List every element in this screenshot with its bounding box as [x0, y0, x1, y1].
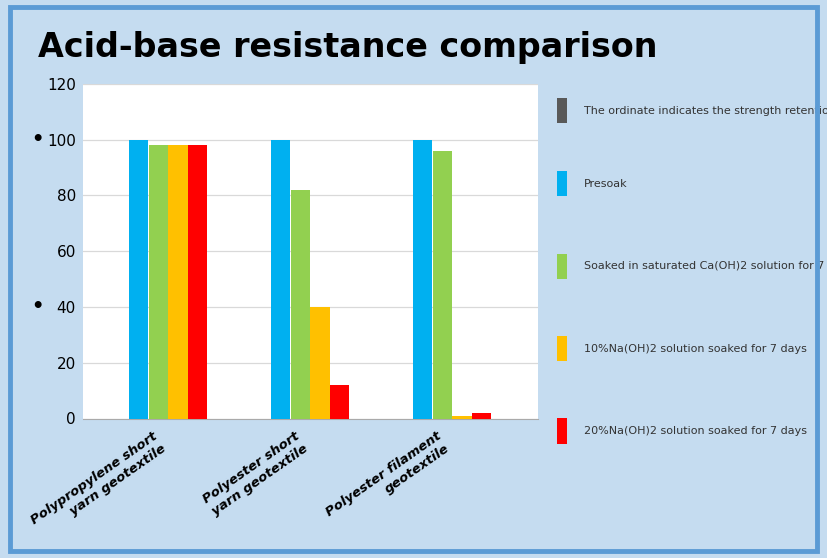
Text: 10%Na(OH)2 solution soaked for 7 days: 10%Na(OH)2 solution soaked for 7 days [584, 344, 806, 354]
Bar [413, 140, 433, 418]
Text: 20%Na(OH)2 solution soaked for 7 days: 20%Na(OH)2 solution soaked for 7 days [584, 426, 806, 436]
Bar [557, 336, 567, 361]
Bar [291, 190, 310, 418]
Text: The ordinate indicates the strength retention rate: The ordinate indicates the strength rete… [584, 105, 827, 116]
Text: •: • [31, 297, 43, 316]
Bar [188, 145, 208, 418]
Bar [557, 98, 567, 123]
Bar [472, 413, 491, 418]
Bar [149, 145, 168, 418]
Bar [557, 254, 567, 279]
Bar [310, 307, 329, 418]
Text: Acid-base resistance comparison: Acid-base resistance comparison [37, 31, 657, 64]
Text: •: • [31, 130, 43, 149]
Bar [557, 171, 567, 196]
Bar [169, 145, 188, 418]
Bar [557, 418, 567, 444]
Bar [330, 385, 349, 418]
Text: Presoak: Presoak [584, 179, 627, 189]
Text: Soaked in saturated Ca(OH)2 solution for 7 days: Soaked in saturated Ca(OH)2 solution for… [584, 261, 827, 271]
Bar [452, 416, 471, 418]
Bar [433, 151, 452, 418]
Bar [129, 140, 148, 418]
Bar [271, 140, 290, 418]
